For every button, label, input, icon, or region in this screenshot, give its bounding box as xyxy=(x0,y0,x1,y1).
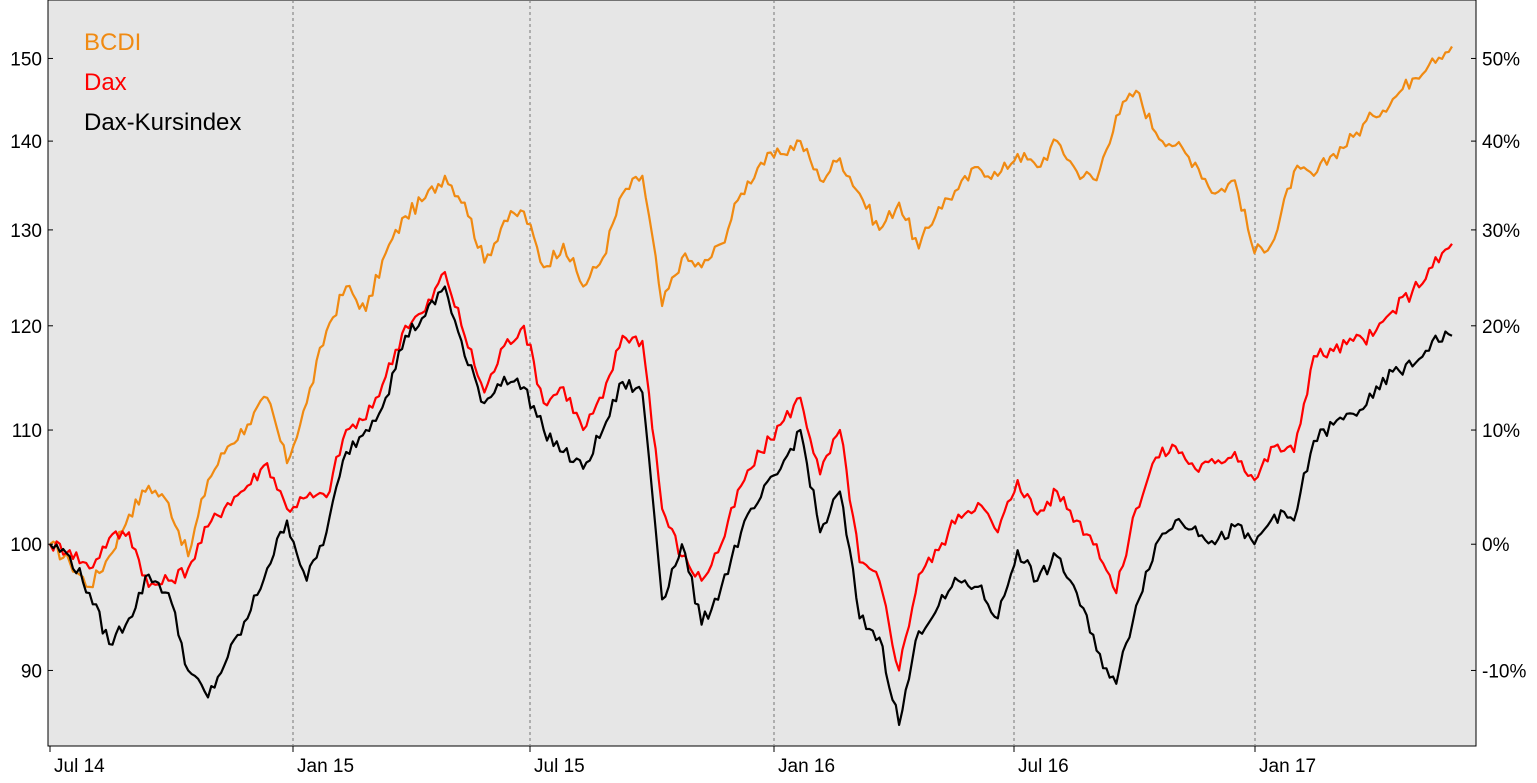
y-tick-label-left: 140 xyxy=(10,132,42,153)
x-tick-label: Jul 15 xyxy=(534,756,585,777)
series-line-dax-kursindex xyxy=(49,285,1453,726)
series-line-bcdi xyxy=(49,45,1453,589)
y-tick-label-right: 50% xyxy=(1482,49,1520,70)
plot-area xyxy=(47,0,1477,747)
y-tick-label-right: 30% xyxy=(1482,221,1520,242)
x-tick-label: Jul 16 xyxy=(1018,756,1069,777)
legend-entry-dax: Dax xyxy=(84,69,127,96)
x-tick-label: Jan 16 xyxy=(778,756,835,777)
x-tick-label: Jan 17 xyxy=(1259,756,1316,777)
legend-entry-dax-kursindex: Dax-Kursindex xyxy=(84,109,241,136)
x-tick-label: Jan 15 xyxy=(297,756,354,777)
series-lines xyxy=(49,45,1453,726)
y-axis-right: -10% 0% 10% 20% 30% 40% 50% xyxy=(1471,49,1526,682)
y-tick-label-right: 40% xyxy=(1482,132,1520,153)
legend: BCDI Dax Dax-Kursindex xyxy=(84,29,241,136)
y-tick-label-right: -10% xyxy=(1482,661,1526,682)
gridlines xyxy=(292,0,1256,746)
y-tick-label-left: 110 xyxy=(12,421,42,442)
x-axis: Jul 14 Jan 15 Jul 15 Jan 16 Jul 16 Jan 17 xyxy=(49,746,1316,777)
y-tick-label-right: 20% xyxy=(1482,317,1520,338)
y-tick-label-left: 150 xyxy=(10,49,42,70)
y-tick-label-left: 100 xyxy=(10,535,42,556)
x-tick-label: Jul 14 xyxy=(54,756,105,777)
y-tick-label-left: 130 xyxy=(10,221,42,242)
legend-entry-bcdi: BCDI xyxy=(84,29,141,56)
y-tick-label-left: 90 xyxy=(21,661,42,682)
y-tick-label-right: 0% xyxy=(1482,535,1510,556)
y-axis-left: 90 100 110 120 130 140 150 xyxy=(10,49,53,682)
y-tick-label-right: 10% xyxy=(1482,421,1520,442)
y-tick-label-left: 120 xyxy=(10,317,42,338)
series-line-dax xyxy=(49,243,1453,672)
